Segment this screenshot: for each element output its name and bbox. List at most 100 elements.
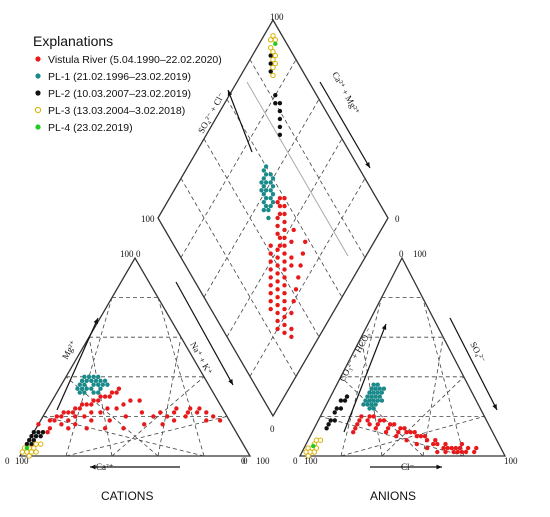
cations-point-pl-1 [89,378,94,383]
cations-point-vistula-river [89,410,94,415]
diamond-point-pl-1 [263,188,269,193]
diamond-point-pl-2 [268,61,273,66]
diamond-point-pl-2 [277,132,283,137]
cations-point-pl-2 [27,438,32,443]
cations-left-axis-label: Mg²⁺ [60,338,79,361]
anions-bottom-axis-label: Cl⁻ [401,462,415,472]
grid-lines [42,59,485,457]
diamond-reference-line [246,81,349,257]
diamond-right-label: 0 [395,214,400,224]
cations-grid-l [157,337,182,457]
cations-point-vistula-river [66,410,71,415]
anions-point-vistula-river [351,430,356,435]
legend-marker [35,56,41,62]
diamond-point-vistula-river [282,306,287,312]
anions-point-pl-1 [371,390,376,395]
anions-grid-r [360,337,383,457]
anions-grid-r [340,297,382,457]
diamond-point-pl-3 [272,52,278,59]
anions-point-vistula-river [459,441,465,447]
cations-point-pl-1 [84,378,89,383]
cations-point-vistula-river [70,410,76,415]
cations-point-pl-2 [24,441,30,447]
anions-grid-l [381,376,465,457]
anions-point-pl-1 [365,402,370,407]
diamond-point-pl-3 [270,56,276,63]
diamond-point-pl-1 [263,164,269,169]
cations-point-pl-3 [33,449,39,455]
diamond-point-vistula-river [275,255,280,260]
cations-point-pl-1 [96,390,101,395]
legend-items: Vistula River (5.04.1990–22.02.2020) PL-1… [34,54,222,134]
diamond-point-vistula-river [275,215,280,221]
diamond-point-vistula-river [275,200,280,205]
diamond-point-vistula-river [282,267,287,272]
diamond-point-pl-1 [266,215,271,221]
diamond-point-vistula-river [275,318,280,324]
diamond-point-vistula-river [282,203,287,209]
legend-marker [35,124,41,130]
axis-arrows [56,81,498,470]
diamond-point-pl-1 [261,192,266,197]
cations-point-vistula-river [142,422,147,427]
anions-point-vistula-river [414,441,419,447]
diamond-point-pl-3 [272,60,278,67]
anions-point-vistula-river [435,441,440,447]
diamond-point-pl-1 [266,207,271,213]
diamond-point-vistula-river [275,295,280,300]
anions-point-vistula-river [451,449,456,455]
anions-point-pl-1 [371,406,376,411]
cations-point-vistula-river [73,414,78,419]
cations-point-pl-2 [40,430,46,435]
cations-point-vistula-river [123,414,128,419]
anions-corner-bottom-left-label: 0 [293,456,298,466]
anions-point-vistula-river [396,430,401,435]
legend-marker [35,90,41,96]
anions-grid-r [340,376,424,457]
cations-point-pl-1 [98,378,103,383]
diamond-point-pl-1 [270,176,276,181]
anions-point-pl-1 [379,390,384,395]
cations-point-pl-1 [79,386,85,391]
diamond-point-vistula-river [268,306,273,312]
cations-point-pl-2 [31,430,36,435]
diamond-point-pl-2 [277,124,283,130]
cations-point-vistula-river [114,406,119,411]
diamond-bottom-label: 0 [270,424,275,434]
anions-point-pl-2 [324,426,329,431]
anions-point-vistula-river [459,449,465,455]
cations-point-pl-1 [84,386,89,391]
cations-point-vistula-river [160,422,165,427]
diamond-point-vistula-river [289,263,294,268]
diamond-point-pl-2 [277,108,283,114]
cations-point-pl-2 [33,434,39,439]
anions-point-pl-3 [317,437,324,443]
cations-point-vistula-river [114,390,119,395]
anions-grid-r [320,416,465,457]
diamond-point-pl-1 [259,180,264,185]
anions-point-pl-1 [379,398,385,403]
anions-point-pl-1 [375,390,380,395]
diamond-point-pl-1 [268,203,273,209]
cations-point-vistula-river [61,410,66,415]
diamond-upper-right-axis-label: Ca²⁺ + Mg²⁺ [330,70,362,116]
anions-point-vistula-river [449,445,454,451]
diamond-point-pl-3 [270,33,276,39]
cations-point-vistula-river [171,418,177,423]
cations-point-pl-1 [79,378,85,383]
anions-title: ANIONS [370,489,416,503]
anions-point-pl-2 [332,418,337,423]
cations-point-vistula-river [84,402,89,407]
cations-point-vistula-river [204,418,209,423]
cations-point-pl-2 [36,430,41,435]
cations-point-pl-1 [105,382,110,387]
anions-right-arrow [449,317,498,411]
anions-point-pl-4 [311,443,316,449]
anions-point-vistula-river [424,445,430,451]
diamond-point-pl-1 [270,192,276,197]
cations-bottom-axis-label: Ca²⁺ [96,462,114,472]
anions-grid-l [422,337,444,457]
cations-point-vistula-river [204,410,209,415]
diamond-point-vistula-river [291,227,296,233]
